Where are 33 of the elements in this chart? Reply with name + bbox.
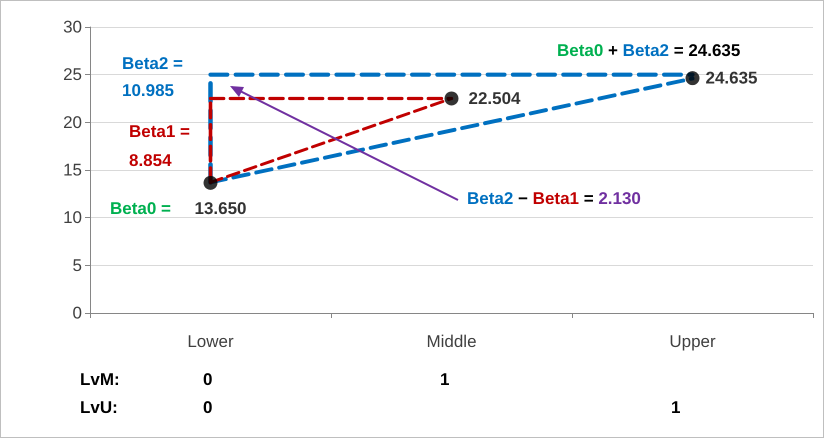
annotation: 10.985 <box>122 81 174 100</box>
annotation: = <box>584 189 594 208</box>
y-tick-label: 5 <box>72 256 82 275</box>
annotation: Beta2 = <box>122 54 184 73</box>
annotation: Beta1 = <box>129 122 190 141</box>
x-tick-label: Lower <box>187 332 234 351</box>
text: LvU: <box>80 398 118 417</box>
annotation: 2.130 <box>598 189 641 208</box>
y-tick-label: 10 <box>63 208 82 228</box>
data-label: 24.635 <box>706 68 758 88</box>
text: 0 <box>203 398 212 417</box>
annotation: Beta2 <box>622 41 669 60</box>
annotation: + <box>608 41 618 60</box>
annotation: Beta1 <box>532 189 579 208</box>
y-tick-label: 0 <box>72 304 82 322</box>
y-tick-label: 30 <box>63 18 82 36</box>
data-label: 13.650 <box>194 198 246 218</box>
data-label: 22.504 <box>468 88 522 108</box>
x-tick-label: Middle <box>426 332 477 351</box>
y-tick-label: 15 <box>63 160 82 180</box>
text: 0 <box>203 370 212 389</box>
y-tick-label: 20 <box>63 112 82 132</box>
annotation: 8.854 <box>129 151 172 170</box>
annotation: = 24.635 <box>674 41 740 60</box>
text: 1 <box>671 398 680 417</box>
annotation: Beta0 = <box>110 199 172 218</box>
annotation: − <box>518 189 528 208</box>
text: LvM: <box>80 370 120 389</box>
x-tick-label: Upper <box>669 332 716 351</box>
y-tick-label: 25 <box>63 65 82 84</box>
annotation: Beta2 <box>467 189 514 208</box>
annotation: Beta0 <box>557 41 604 60</box>
text: 1 <box>440 370 450 389</box>
